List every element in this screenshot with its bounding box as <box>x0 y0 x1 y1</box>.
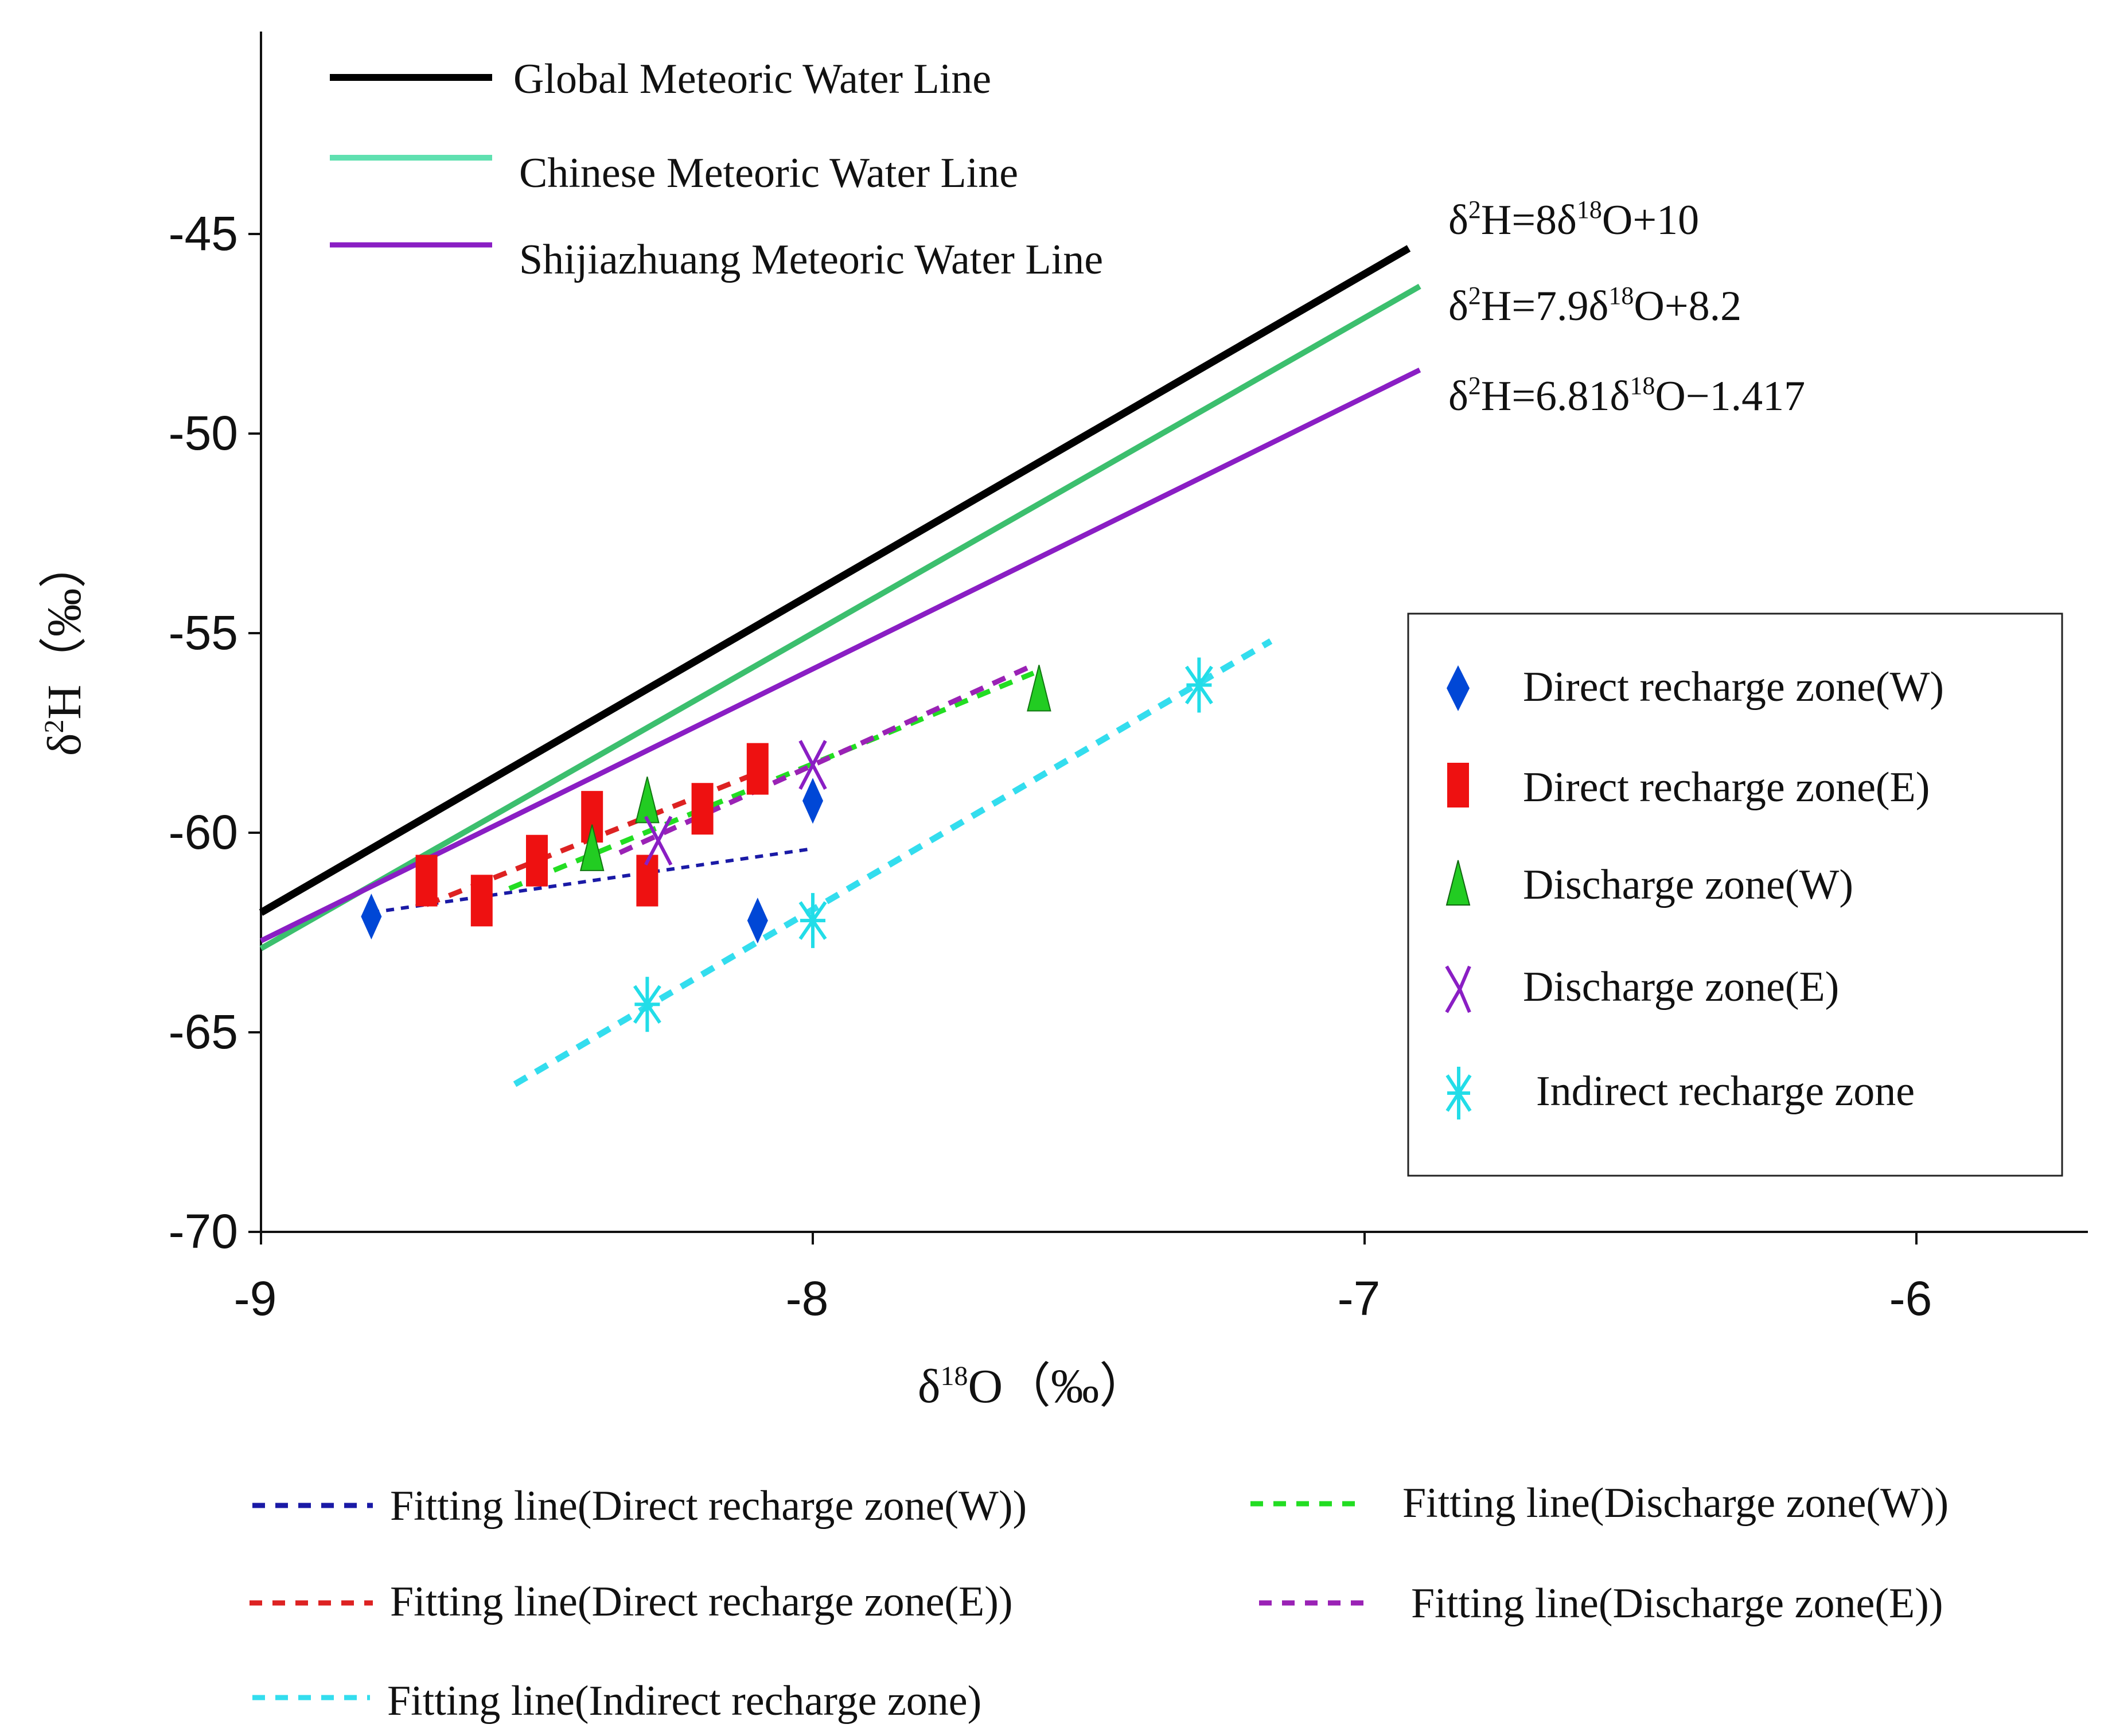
legend-label-gmwl: Global Meteoric Water Line <box>513 56 991 103</box>
legend-label-ir: Indirect recharge zone <box>1536 1068 1915 1115</box>
legend-marker-diamond <box>1447 665 1470 711</box>
legend-label-drw: Direct recharge zone(W) <box>1523 664 1944 711</box>
legend-label-cmwl: Chinese Meteoric Water Line <box>519 150 1018 197</box>
point-dre-1 <box>470 875 493 927</box>
y-tick-label: -50 <box>169 406 238 460</box>
legend-marker-rect <box>1447 763 1469 807</box>
fit-legend-label-dre: Fitting line(Direct recharge zone(E)) <box>390 1578 1013 1625</box>
fit-legend-label-de: Fitting line(Discharge zone(E)) <box>1411 1580 1943 1627</box>
legend-marker-star <box>1445 1067 1472 1119</box>
point-dw-2 <box>1027 665 1051 712</box>
equation-gmwl: δ2H=8δ18O+10 <box>1448 196 1699 244</box>
x-tick-label: -7 <box>1338 1271 1381 1325</box>
legend-marker-x <box>1445 965 1471 1013</box>
point-dw-1 <box>635 777 660 824</box>
fitting-line-de <box>618 662 1035 855</box>
point-de-1-stroke-b <box>798 740 827 790</box>
fit-legend-label-dw: Fitting line(Discharge zone(W)) <box>1402 1480 1949 1527</box>
series-legend: Direct recharge zone(W) Direct recharge … <box>1407 613 2063 1177</box>
meteoric-line-gmwl <box>259 245 1411 916</box>
y-axis-label: δ2H（‰） <box>38 540 91 756</box>
point-dre-6 <box>746 743 769 795</box>
series-legend-frame <box>1407 613 2063 1177</box>
legend-label-de: Discharge zone(E) <box>1523 963 1839 1011</box>
legend-label-dre: Direct recharge zone(E) <box>1523 764 1930 811</box>
point-de-0-stroke-b <box>644 816 673 866</box>
y-tick-label: -45 <box>169 206 238 260</box>
fit-legend-label-drw: Fitting line(Direct recharge zone(W)) <box>390 1483 1027 1530</box>
x-tick-label: -6 <box>1889 1271 1932 1325</box>
point-drw-0 <box>361 894 382 940</box>
point-dre-5 <box>691 783 714 835</box>
y-tick-label: -55 <box>169 606 238 660</box>
x-axis-label: δ18O（‰） <box>918 1360 1147 1413</box>
legend-marker-triangle <box>1445 860 1471 906</box>
point-ir-0 <box>633 977 661 1032</box>
equation-smwl: δ2H=6.81δ18O−1.417 <box>1448 372 1805 420</box>
x-tick-label: -9 <box>234 1271 277 1325</box>
fitting-legend: Fitting line(Direct recharge zone(W)) Fi… <box>250 1480 1949 1725</box>
plot-layer: -70 -65 -60 -55 -50 -45 -9 -8 -7 -6 <box>169 32 2088 1325</box>
y-tick-label: -60 <box>169 805 238 859</box>
fit-legend-label-ir: Fitting line(Indirect recharge zone) <box>387 1678 981 1725</box>
legend-label-dw: Discharge zone(W) <box>1523 861 1853 908</box>
meteoric-line-cmwl <box>259 283 1421 951</box>
point-drw-2 <box>802 778 823 824</box>
point-ir-1 <box>798 893 827 949</box>
y-tick-label: -65 <box>169 1005 238 1059</box>
x-tick-label: -8 <box>786 1271 829 1325</box>
meteoric-line-smwl <box>260 368 1421 943</box>
point-ir-2 <box>1184 657 1213 713</box>
equation-cmwl: δ2H=7.9δ18O+8.2 <box>1448 282 1741 330</box>
point-drw-1 <box>747 898 768 944</box>
point-de-0 <box>644 816 673 866</box>
point-dre-0 <box>415 855 438 907</box>
point-de-1 <box>798 740 827 790</box>
fitting-line-ir <box>513 638 1273 1087</box>
meteoric-legend: Global Meteoric Water Line Chinese Meteo… <box>330 56 1103 283</box>
legend-label-smwl: Shijiazhuang Meteoric Water Line <box>519 236 1103 283</box>
point-dre-2 <box>526 834 548 887</box>
y-tick-label: -70 <box>169 1204 238 1258</box>
point-dw-0 <box>579 824 605 871</box>
